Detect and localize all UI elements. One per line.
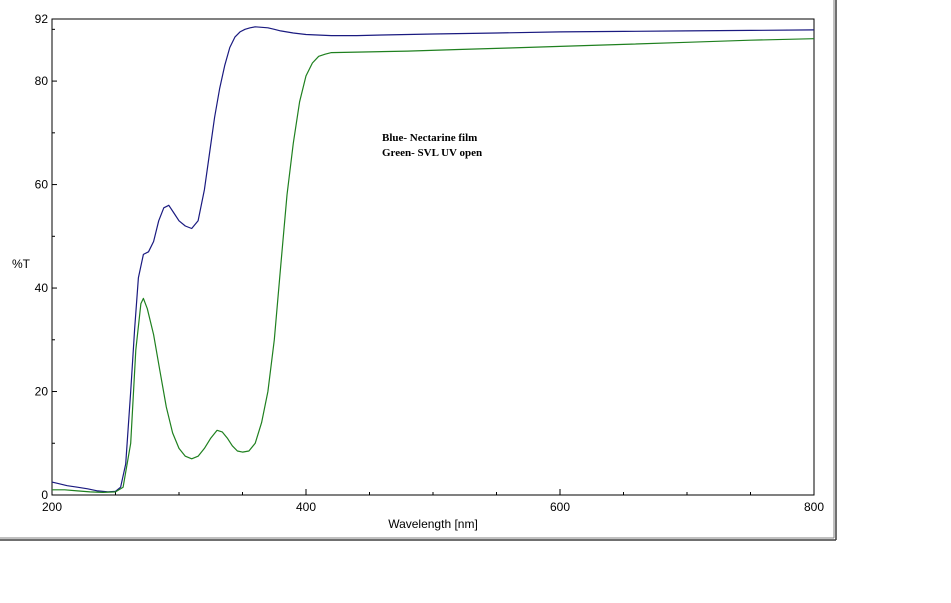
y-tick-label: 60 [35,178,49,192]
x-tick-label: 400 [296,500,316,514]
y-tick-label: 20 [35,385,49,399]
x-tick-label: 200 [42,500,62,514]
x-tick-label: 800 [804,500,824,514]
plot-area [51,18,815,496]
series-line-green [52,38,815,493]
y-tick-label: 92 [35,12,49,26]
y-axis-label: %T [12,257,31,271]
axis-ticks: 0 20 40 60 80 92 200 400 600 800 [35,12,825,514]
series-layer [51,26,815,493]
annotation-green: Green- SVL UV open [382,147,482,159]
x-axis-label: Wavelength [nm] [388,517,478,531]
x-tick-label: 600 [550,500,570,514]
series-line-blue [51,26,815,493]
y-tick-label: 40 [35,281,49,295]
y-tick-label: 0 [41,488,48,502]
y-tick-label: 80 [35,74,49,88]
annotation-blue: Blue- Nectarine film [382,132,477,144]
